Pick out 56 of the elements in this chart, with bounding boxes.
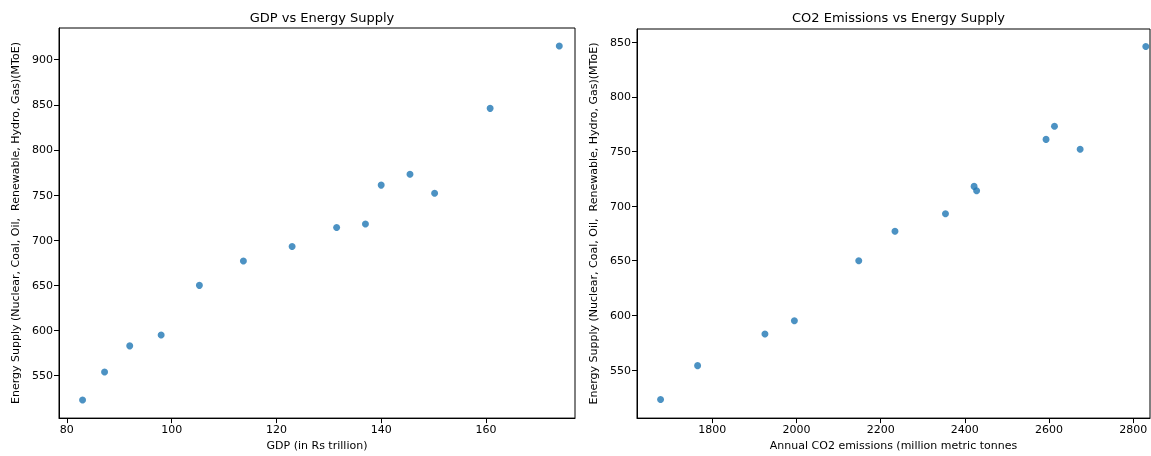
point: [1076, 145, 1084, 153]
point: [694, 362, 702, 370]
point: [101, 368, 109, 376]
y-tick-label: 600: [610, 308, 631, 322]
point: [406, 170, 414, 178]
y-tick-label: 900: [32, 53, 53, 67]
x-tick-label: 120: [265, 423, 287, 437]
y-tick-label: 800: [32, 143, 53, 157]
x-tick-label: 1800: [698, 423, 727, 437]
y-tick-label: 750: [610, 144, 631, 158]
point: [790, 317, 798, 325]
point: [333, 224, 341, 232]
point: [431, 189, 439, 197]
x-tick-label: 2200: [866, 423, 895, 437]
y-axis-title: Energy Supply (Nuclear, Coal, Oil, Renewable, Hydro, Gas)(MToE): [9, 42, 22, 405]
y-tick-label: 550: [32, 369, 53, 383]
point: [941, 210, 949, 218]
point: [239, 257, 247, 265]
x-tick-label: 100: [161, 423, 183, 437]
point: [555, 42, 563, 50]
y-tick-label: 600: [32, 324, 53, 338]
point: [126, 342, 134, 350]
x-axis-title: Annual CO2 emissions (million metric tonnes: [769, 439, 1018, 452]
y-tick-label: 700: [610, 199, 631, 213]
x-tick-label: 2600: [1035, 423, 1063, 437]
point: [79, 396, 87, 404]
point: [891, 227, 899, 235]
point: [973, 187, 981, 195]
y-tick-label: 650: [32, 278, 53, 292]
x-tick-label: 2800: [1119, 423, 1148, 437]
y-tick-label: 700: [32, 233, 53, 247]
point: [361, 220, 369, 228]
point: [377, 181, 385, 189]
point: [486, 104, 494, 112]
x-tick-label: 2000: [782, 423, 811, 437]
x-tick-label: 2400: [950, 423, 979, 437]
point: [1050, 122, 1058, 130]
y-tick-label: 750: [32, 188, 53, 202]
y-tick-label: 550: [610, 363, 631, 377]
chart-title: CO2 Emissions vs Energy Supply: [791, 10, 1006, 25]
point: [195, 281, 203, 289]
x-tick-label: 160: [475, 423, 497, 437]
y-tick-label: 850: [32, 98, 53, 112]
x-tick-label: 80: [59, 423, 74, 437]
point: [657, 396, 665, 404]
point: [855, 257, 863, 265]
x-axis-title: GDP (in Rs trillion): [266, 439, 368, 452]
point: [288, 243, 296, 251]
y-axis-title: Energy Supply (Nuclear, Coal, Oil, Renewable, Hydro, Gas)(MToE): [587, 42, 600, 405]
y-tick-label: 800: [610, 90, 631, 104]
point: [1142, 42, 1150, 50]
x-tick-label: 140: [370, 423, 392, 437]
y-tick-label: 650: [610, 254, 631, 268]
point: [1042, 135, 1050, 143]
y-tick-label: 850: [610, 35, 631, 49]
chart-title: GDP vs Energy Supply: [249, 10, 395, 25]
